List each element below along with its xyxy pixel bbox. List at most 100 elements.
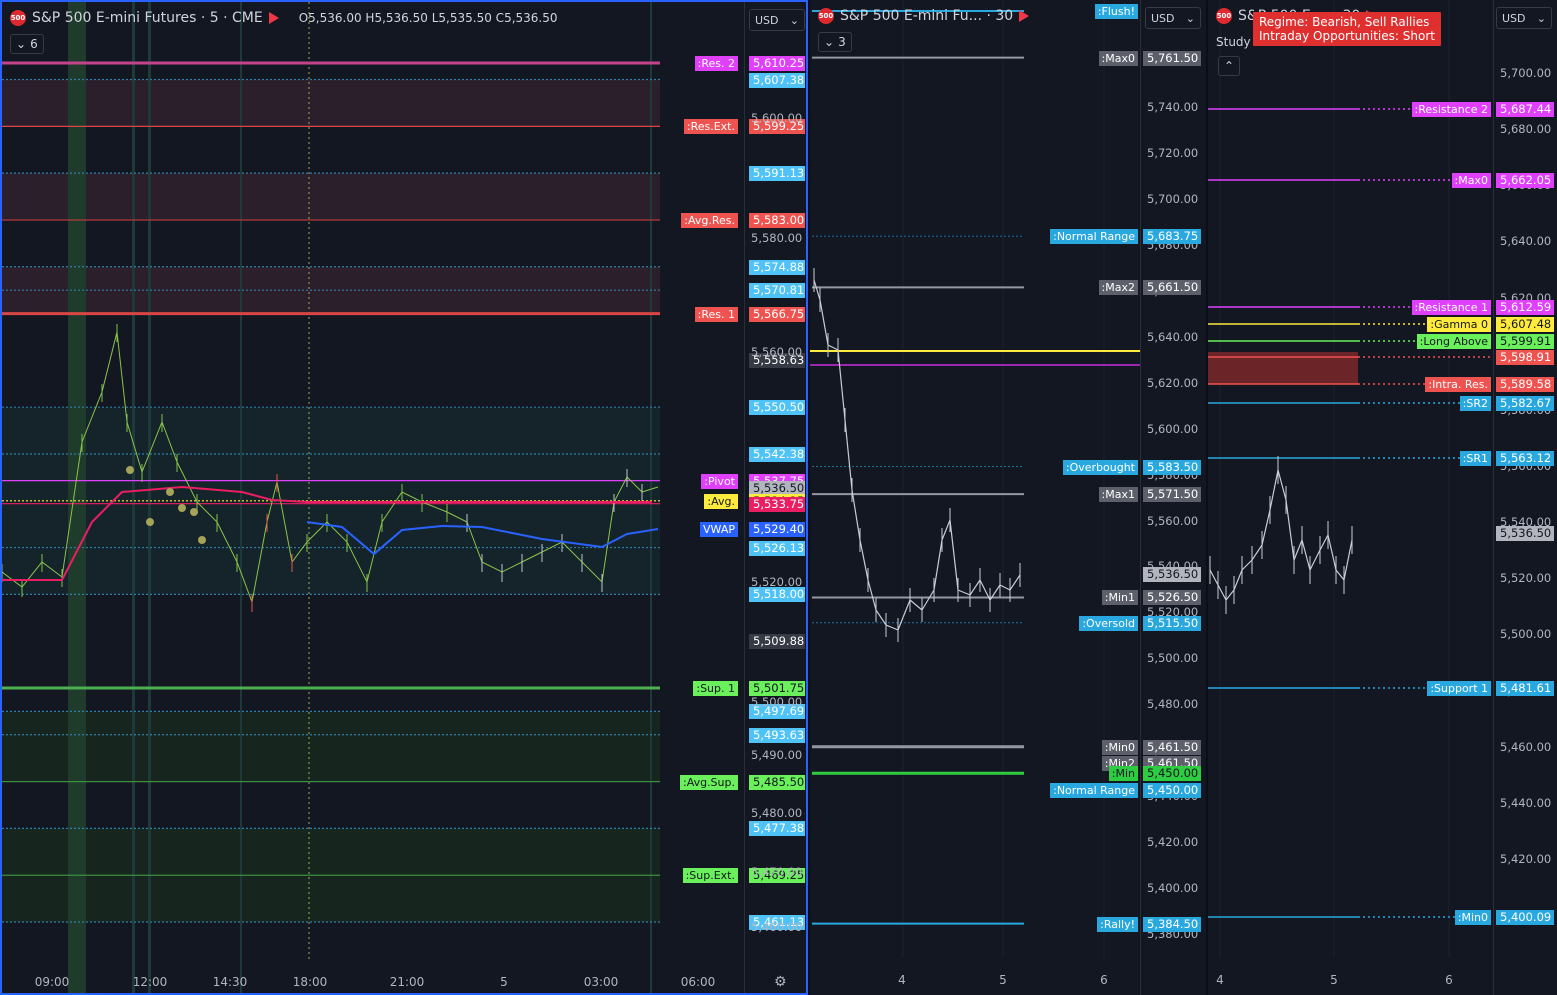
level-label: :Overbought [1062, 459, 1138, 475]
level-zone [2, 711, 660, 782]
price-axis[interactable]: USD⌄ 5,700.005,680.005,660.005,640.005,6… [1493, 0, 1556, 995]
axis-tick: 5,560.00 [751, 345, 803, 359]
study-label[interactable]: Study [1216, 35, 1251, 49]
session-highlight [650, 2, 652, 993]
chart-pane-30min-b[interactable]: 500 S&P 500 E-... · 30 Study ⌃ USD⌄ 5,70… [1208, 0, 1557, 995]
chart-pane-5min[interactable]: 500 S&P 500 E-mini Futures · 5 · CME O5,… [0, 0, 808, 995]
symbol-header[interactable]: 500 S&P 500 E-mini Fu... · 30 [818, 8, 1030, 24]
level-zone [2, 173, 660, 220]
time-label: 6 [1100, 973, 1108, 987]
level-label: :Max1 [1098, 487, 1138, 503]
price-segment [1335, 569, 1345, 581]
moving-average-line [2, 485, 652, 581]
level-label: :Res.Ext. [683, 119, 738, 135]
price-segment [867, 579, 877, 611]
time-label: 5 [500, 975, 508, 989]
price-badge: 5,582.67 [1496, 396, 1554, 411]
axis-tick: 5,680.00 [1500, 122, 1552, 137]
chart-pane-30min-a[interactable]: 500 S&P 500 E-mini Fu... · 30 ⌄ 3 USD ⌄ 5… [810, 0, 1206, 995]
axis-tick: 5,640.00 [1500, 234, 1552, 249]
flag-icon[interactable] [268, 12, 279, 24]
price-badge: 5,501.75 [749, 681, 805, 696]
indicators-toggle[interactable]: ⌄ 3 [818, 32, 852, 52]
time-label: 4 [1216, 973, 1224, 987]
axis-tick: 5,720.00 [1147, 145, 1199, 160]
level-label: :Avg. [704, 493, 738, 509]
currency-select[interactable]: USD ⌄ [1145, 7, 1201, 29]
ohlc-readout: O5,536.00 H5,536.50 L5,535.50 C5,536.50 [298, 11, 558, 25]
price-badge: 5,591.13 [749, 166, 805, 182]
time-label: 12:00 [132, 975, 168, 989]
price-segment [875, 609, 887, 626]
axis-tick: 5,480.00 [751, 806, 803, 820]
price-badge: 5,469.25 [749, 868, 805, 884]
symbol-title[interactable]: S&P 500 E-mini Fu... · 30 [840, 8, 1014, 24]
price-badge: 5,662.05 [1496, 173, 1554, 188]
price-segment [1217, 584, 1227, 601]
axis-tick: 5,500.00 [1500, 627, 1552, 642]
price-badge: 5,574.88 [749, 259, 805, 275]
price-badge: 5,526.50 [1143, 590, 1201, 606]
price-chart-5min[interactable] [2, 2, 808, 995]
price-segment [1277, 469, 1287, 501]
price-chart-30min[interactable] [1208, 0, 1557, 995]
price-segment [1343, 539, 1353, 581]
currency-select[interactable]: USD ⌄ [1496, 7, 1552, 29]
price-badge: 5,485.50 [749, 774, 805, 790]
price-segment [1269, 469, 1279, 511]
level-label: :Res. 2 [694, 56, 738, 71]
price-segment [851, 489, 861, 541]
price-badge: 5,461.13 [749, 915, 805, 930]
level-label: :Min [1108, 766, 1138, 782]
price-segment [969, 579, 981, 596]
time-label: 4 [898, 973, 906, 987]
price-badge: 5,509.88 [749, 634, 805, 650]
axis-tick: 5,600.00 [751, 111, 803, 125]
sp500-logo-icon: 500 [1216, 8, 1232, 24]
session-highlight [240, 2, 242, 993]
price-segment [909, 599, 923, 611]
price-badge: 5,571.50 [1143, 487, 1201, 503]
level-label: :Intra. Res. [1425, 377, 1491, 392]
level-label: VWAP [700, 521, 738, 537]
axis-tick: 5,620.00 [1147, 375, 1199, 390]
flag-icon[interactable] [1019, 10, 1030, 22]
price-segment [1301, 539, 1311, 571]
price-badge: 5,598.91 [1496, 350, 1554, 365]
level-label: :Normal Range [1050, 229, 1138, 245]
price-segment [979, 579, 991, 601]
currency-select[interactable]: USD ⌄ [749, 9, 805, 31]
level-label: :Max0 [1098, 50, 1138, 66]
session-highlight [68, 2, 86, 993]
time-label: 6 [1445, 973, 1453, 987]
price-segment [819, 299, 829, 346]
price-segment [1251, 544, 1263, 561]
axis-tick: 5,540.00 [1500, 515, 1552, 530]
price-chart-30min[interactable] [810, 0, 1206, 995]
regime-banner: Regime: Bearish, Sell Rallies Intraday O… [1253, 12, 1441, 46]
axis-tick: 5,400.00 [1147, 881, 1199, 896]
price-segment [844, 419, 853, 491]
settings-gear-icon[interactable]: ⚙ [774, 974, 787, 990]
price-badge: 5,607.48 [1496, 317, 1554, 332]
symbol-header[interactable]: 500 S&P 500 E-mini Futures · 5 · CME O5,… [10, 10, 558, 26]
collapse-study-button[interactable]: ⌃ [1218, 56, 1241, 76]
price-segment [999, 584, 1011, 591]
price-segment [897, 599, 911, 631]
price-badge: 5,570.81 [749, 283, 805, 299]
price-badge: 5,599.25 [749, 119, 805, 135]
indicator-count: 6 [30, 37, 38, 51]
level-label: :Gamma 0 [1427, 317, 1491, 332]
symbol-title[interactable]: S&P 500 E-mini Futures · 5 · CME [32, 10, 263, 26]
price-segment [941, 519, 951, 541]
level-label: :SR2 [1459, 396, 1491, 411]
price-badge: 5,477.38 [749, 821, 805, 837]
price-axis[interactable]: USD ⌄ 5,610.25 5,607.38 5,599.25 5,591.13 5,5… [744, 2, 806, 993]
price-badge: 5,607.38 [749, 72, 805, 88]
sp500-logo-icon: 500 [10, 10, 26, 26]
axis-tick: 5,560.00 [1147, 513, 1199, 528]
price-segment [1285, 499, 1295, 561]
indicators-toggle[interactable]: ⌄ 6 [10, 34, 44, 54]
price-badge: 5,536.50 [749, 480, 805, 496]
price-axis[interactable]: USD ⌄ 5,740.00 5,720.00 5,700.00 5,680.00 5,6… [1140, 0, 1203, 995]
